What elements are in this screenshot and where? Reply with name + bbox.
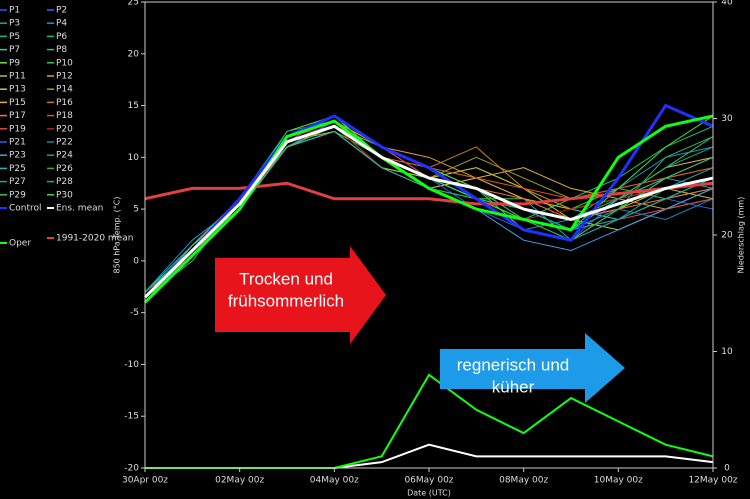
precip-line xyxy=(145,373,714,469)
annotation-text: küher xyxy=(492,377,535,396)
plot-lines xyxy=(143,103,714,469)
arrow xyxy=(215,246,386,344)
legend-label: P22 xyxy=(56,138,73,148)
y-tick-label: -15 xyxy=(124,412,139,422)
series-line xyxy=(144,181,714,206)
series-line xyxy=(143,124,714,299)
legend-label: P20 xyxy=(56,124,73,134)
x-tick-label: 08May 00z xyxy=(499,476,548,486)
precip-line xyxy=(145,443,714,469)
legend-label: P15 xyxy=(9,98,26,108)
legend-label: 1991-2020 mean xyxy=(56,234,133,244)
legend-label: P9 xyxy=(9,58,20,68)
x-tick-label: 30Apr 00z xyxy=(122,476,168,486)
legend-label: P6 xyxy=(56,32,67,42)
y2-tick-label: 10 xyxy=(721,347,733,357)
y2-tick-label: 0 xyxy=(724,464,730,474)
legend-label: P12 xyxy=(56,72,73,82)
y-tick-label: 20 xyxy=(128,49,140,59)
legend-label: P28 xyxy=(56,177,73,187)
legend-label: P16 xyxy=(56,98,73,108)
x-tick-label: 12May 00z xyxy=(688,476,737,486)
y2-tick-label: 20 xyxy=(721,231,733,241)
y-tick-label: 25 xyxy=(128,0,139,8)
legend-label: P5 xyxy=(9,32,20,42)
legend-label: P2 xyxy=(56,6,67,16)
legend-label: P17 xyxy=(9,111,26,121)
annotation-rain: regnerisch und küher xyxy=(440,333,625,403)
legend-label: Ens. mean xyxy=(56,204,103,214)
annotation-text: Trocken und xyxy=(239,269,333,288)
y-axis-label: 850 hPa Temp. (°C) xyxy=(113,196,122,273)
y-tick-label: 0 xyxy=(133,256,139,266)
y2-tick-label: 40 xyxy=(721,0,733,8)
legend-label: P10 xyxy=(56,58,73,68)
legend-label: P11 xyxy=(9,72,26,82)
x-tick-label: 04May 00z xyxy=(310,476,359,486)
legend-label: P21 xyxy=(9,138,26,148)
legend-label: P14 xyxy=(56,85,73,95)
annotation-text: frühsommerlich xyxy=(228,291,344,310)
y2-axis-label: Niederschlag (mm) xyxy=(737,197,746,274)
legend-label: P29 xyxy=(9,190,26,200)
annotation-dry: Trocken und frühsommerlich xyxy=(215,246,386,344)
y-tick-label: -5 xyxy=(130,308,139,318)
y-tick-label: 10 xyxy=(128,153,140,163)
x-tick-label: 06May 00z xyxy=(404,476,453,486)
legend-label: P24 xyxy=(56,151,73,161)
plot-frame xyxy=(144,1,714,469)
legend-label: P13 xyxy=(9,85,26,95)
legend-label: P1 xyxy=(9,6,20,16)
legend-label: P3 xyxy=(9,19,20,29)
annotation-text: regnerisch und xyxy=(457,355,569,374)
legend-label: P25 xyxy=(9,164,26,174)
y2-tick-label: 30 xyxy=(721,114,733,124)
series-line xyxy=(143,114,714,304)
x-tick-label: 10May 00z xyxy=(594,476,643,486)
legend-label: P26 xyxy=(56,164,73,174)
y-tick-label: -10 xyxy=(124,360,139,370)
legend-label: P23 xyxy=(9,151,26,161)
y-tick-label: -20 xyxy=(124,464,139,474)
legend-label: Oper xyxy=(9,239,31,249)
legend-label: P8 xyxy=(56,45,67,55)
x-tick-label: 02May 00z xyxy=(215,476,264,486)
series-line xyxy=(143,103,714,299)
arrow xyxy=(440,333,625,403)
legend-label: P18 xyxy=(56,111,73,121)
legend-label: P7 xyxy=(9,45,20,55)
y-tick-label: 5 xyxy=(133,205,139,215)
y-tick-label: 15 xyxy=(128,101,139,111)
x-axis-label: Date (UTC) xyxy=(407,489,451,498)
legend-label: P19 xyxy=(9,124,26,134)
legend-label: P30 xyxy=(56,190,73,200)
legend-label: P27 xyxy=(9,177,26,187)
legend-label: P4 xyxy=(56,19,67,29)
legend-label: Control xyxy=(9,204,42,214)
